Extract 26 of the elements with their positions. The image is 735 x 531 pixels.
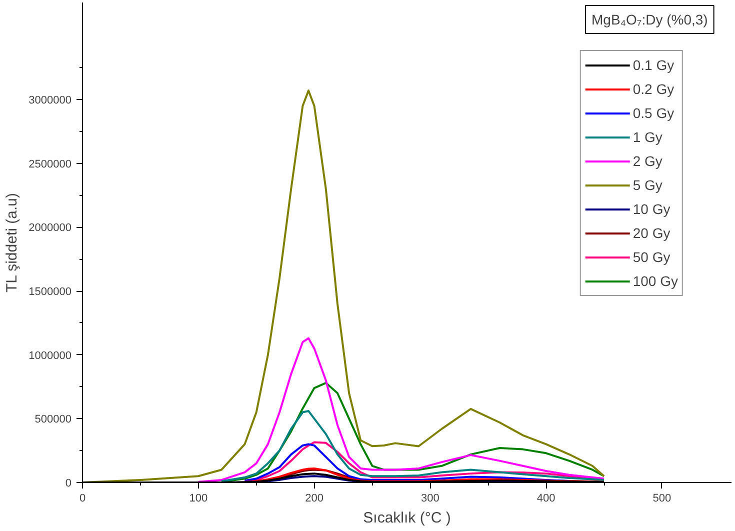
legend-label: 2 Gy xyxy=(632,152,662,171)
legend-label: 1 Gy xyxy=(632,128,662,147)
legend-label: 0.1 Gy xyxy=(632,56,674,75)
y-tick-label: 0 xyxy=(65,478,72,490)
legend-label: 5 Gy xyxy=(632,176,662,195)
text: MgB₄O₇:Dy (%0,3) xyxy=(592,12,708,28)
y-tick-label: 1500000 xyxy=(28,286,72,298)
x-tick-label: 100 xyxy=(189,492,208,504)
y-tick-label: 3000000 xyxy=(28,94,72,107)
x-tick-label: 300 xyxy=(421,492,440,504)
legend-label: 50 Gy xyxy=(632,248,670,267)
x-tick-label: 500 xyxy=(652,492,672,504)
x-tick-label: 400 xyxy=(536,492,556,504)
legend-label: 0.5 Gy xyxy=(632,104,674,123)
y-tick-label: 2500000 xyxy=(28,158,72,170)
x-axis-title: Sıcaklık (°C ) xyxy=(363,510,451,526)
legend-label: 10 Gy xyxy=(632,200,670,219)
y-tick-label: 2000000 xyxy=(28,222,72,234)
legend-label: 100 Gy xyxy=(632,272,678,291)
y-axis-title: TL şiddeti (a.u) xyxy=(4,193,21,293)
x-tick-label: 200 xyxy=(305,492,324,504)
x-tick-label: 0 xyxy=(79,492,86,504)
y-tick-label: 500000 xyxy=(34,414,72,426)
legend-label: 0.2 Gy xyxy=(632,80,674,99)
legend-label: 20 Gy xyxy=(632,224,670,243)
y-tick-label: 1000000 xyxy=(28,350,72,362)
